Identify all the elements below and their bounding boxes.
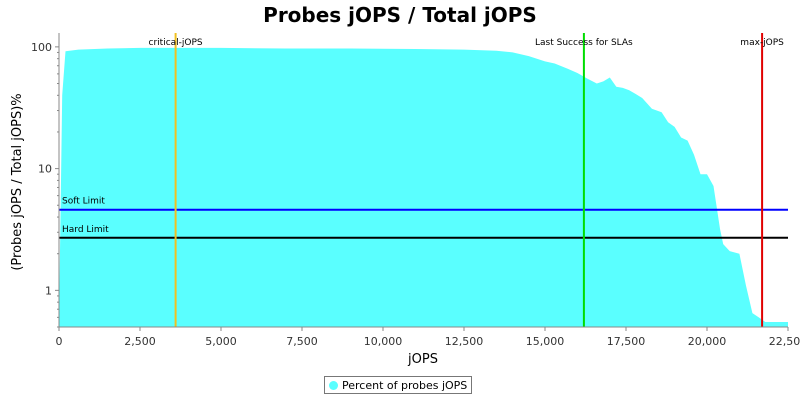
x-tick-label: 5,000 xyxy=(205,335,237,348)
y-tick-label: 100 xyxy=(31,41,52,54)
vertical-marker-label: Last Success for SLAs xyxy=(535,38,633,48)
horizontal-marker-label: Hard Limit xyxy=(62,225,109,235)
x-tick-label: 17,500 xyxy=(607,335,646,348)
horizontal-marker-label: Soft Limit xyxy=(62,197,105,207)
area-series-0 xyxy=(59,47,788,328)
y-axis-title: (Probes jOPS / Total jOPS)% xyxy=(10,93,25,270)
legend: Percent of probes jOPS xyxy=(324,376,473,394)
x-tick-label: 15,000 xyxy=(526,335,565,348)
y-tick-label: 10 xyxy=(38,163,52,176)
plot-area xyxy=(59,47,788,328)
x-tick-label: 20,000 xyxy=(688,335,727,348)
marker-lines: Soft Limit Hard Limit critical-jOPS Last Su… xyxy=(59,33,788,327)
x-tick-label: 7,500 xyxy=(286,335,318,348)
x-tick-label: 0 xyxy=(56,335,63,348)
legend-label: Percent of probes jOPS xyxy=(342,378,468,392)
vertical-marker-label: max-jOPS xyxy=(740,38,784,48)
x-tick-label: 12,500 xyxy=(445,335,484,348)
x-tick-label: 2,500 xyxy=(124,335,156,348)
chart-title: Probes jOPS / Total jOPS xyxy=(263,3,537,27)
x-tick-label: 22,500 xyxy=(769,335,800,348)
x-tick-label: 10,000 xyxy=(364,335,403,348)
x-axis-title: jOPS xyxy=(407,352,438,367)
vertical-marker-label: critical-jOPS xyxy=(149,38,203,48)
y-tick-label: 1 xyxy=(45,284,52,297)
axes: 0 2,500 5,000 7,500 10,000 12,500 15,000 17,500… xyxy=(31,33,800,348)
legend-swatch-icon xyxy=(329,380,338,390)
